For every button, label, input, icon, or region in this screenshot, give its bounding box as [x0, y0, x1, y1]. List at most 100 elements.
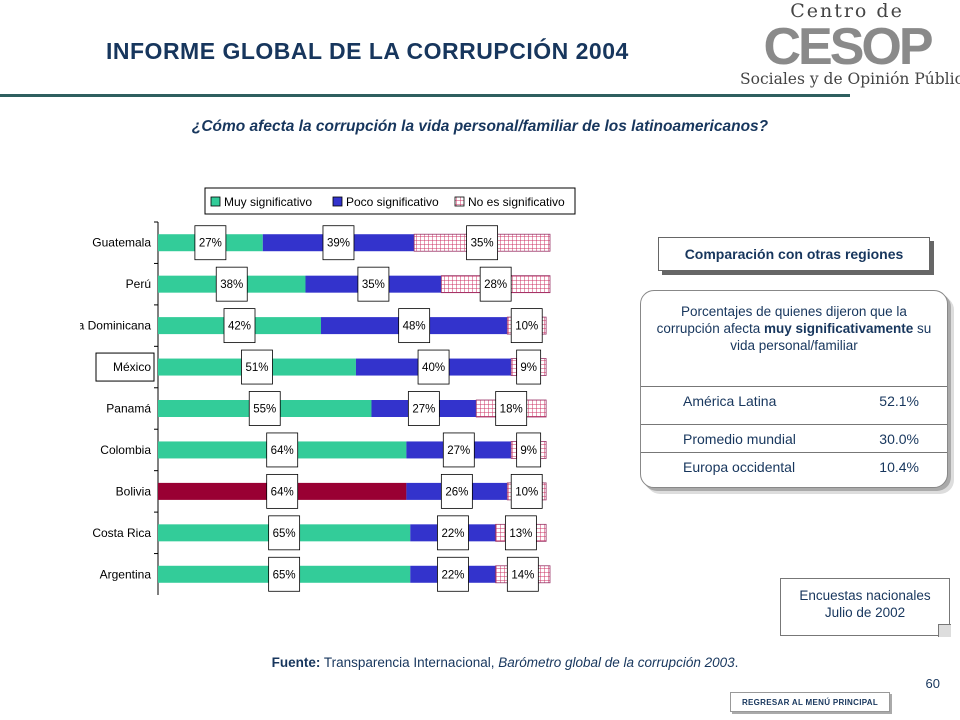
data-label-box [268, 556, 301, 592]
data-label: 64% [271, 445, 294, 457]
category-label: República Dominicana [80, 319, 151, 333]
data-label: 13% [509, 528, 532, 540]
category-label: Perú [126, 277, 151, 291]
data-label: 10% [515, 486, 538, 498]
data-label-box [437, 556, 469, 592]
data-label: 26% [445, 486, 468, 498]
data-label-box [516, 349, 542, 385]
category-label: Panamá [106, 402, 151, 416]
legend-box [204, 187, 576, 215]
data-label-box [215, 266, 248, 302]
data-label-box [417, 349, 450, 385]
category-label: México [113, 360, 151, 374]
data-label-box [266, 432, 299, 468]
legend-label: Muy significativo [224, 195, 312, 209]
data-label: 14% [511, 569, 534, 581]
stacked-bar-chart: Muy significativo Poco significativo No es… [80, 187, 576, 595]
legend-label: Poco significativo [346, 195, 439, 209]
note-fold [938, 624, 951, 637]
desc-text-2: su vida personal/familiar [730, 321, 932, 353]
category-label: Bolivia [116, 484, 152, 498]
data-label-box [495, 391, 528, 426]
data-label: 40% [422, 362, 445, 374]
data-label-box [266, 473, 299, 509]
comparison-row-label: Europa occidental [683, 459, 796, 475]
comparison-card: Porcentajes de quienes dijeron que la co… [640, 290, 948, 488]
data-label-box [223, 308, 256, 344]
legend-swatch [454, 196, 465, 207]
chart-legend: Muy significativo Poco significativo No es… [204, 187, 576, 215]
data-label-box [407, 391, 440, 426]
chart-plot: Guatemala 27% 39% 35% Perú 38% 35% 28% República… [80, 221, 551, 595]
survey-note-line2: Julio de 2002 [824, 605, 906, 620]
data-label-box [268, 515, 301, 551]
data-label: 38% [220, 279, 243, 291]
data-label-box [510, 308, 543, 344]
data-label: 27% [199, 238, 222, 250]
data-label: 27% [447, 445, 470, 457]
data-label: 65% [273, 528, 296, 540]
comparison-row: Promedio mundial 30.0% [641, 424, 947, 453]
data-label: 65% [273, 569, 296, 581]
data-label: 10% [515, 321, 538, 333]
data-label: 9% [520, 445, 537, 457]
source-note: Fuente: Transparencia Internacional, Bar… [0, 655, 960, 670]
data-label: 42% [228, 321, 251, 333]
legend-label: No es significativo [468, 195, 565, 209]
data-label: 18% [500, 404, 523, 416]
data-label-box [516, 432, 542, 468]
data-label-box [510, 473, 543, 509]
comparison-row: Europa occidental 10.4% [641, 452, 947, 481]
data-label-box [241, 349, 273, 385]
data-label: 22% [441, 528, 464, 540]
source-title: Barómetro global de la corrupción 2003 [498, 655, 735, 670]
page-subtitle: ¿Cómo afecta la corrupción la vida perso… [191, 118, 769, 135]
category-label: Costa Rica [92, 526, 151, 540]
data-label: 51% [245, 362, 268, 374]
survey-note: Encuestas nacionales Julio de 2002 [780, 578, 950, 636]
data-label-box [479, 266, 512, 302]
data-label-box [194, 225, 227, 261]
comparison-row-value: 30.0% [879, 431, 919, 447]
data-label: 35% [362, 279, 385, 291]
back-to-menu-button[interactable]: REGRESAR AL MENÚ PRINCIPAL [730, 692, 890, 712]
data-label-box [506, 556, 539, 592]
data-label: 22% [441, 569, 464, 581]
category-highlight-box [95, 352, 155, 382]
desc-text-1: Porcentajes de quienes dijeron que la co… [656, 304, 907, 336]
category-label: Argentina [100, 567, 152, 581]
data-label: 48% [403, 321, 426, 333]
comparison-title: Comparación con otras regiones [658, 237, 930, 271]
data-label-box [442, 432, 475, 468]
category-label: Guatemala [92, 236, 151, 250]
data-label-box [398, 308, 431, 344]
data-label: 27% [412, 404, 435, 416]
comparison-description: Porcentajes de quienes dijeron que la co… [641, 291, 947, 368]
legend-swatch [332, 196, 343, 207]
desc-text-bold: muy significativamente [763, 321, 914, 336]
legend-swatch [210, 196, 221, 207]
data-label-box [440, 473, 473, 509]
source-label: Fuente: [271, 655, 321, 670]
comparison-row-label: América Latina [683, 393, 777, 409]
data-label-box [322, 225, 355, 261]
logo-mark-text: CESOP [763, 20, 931, 70]
survey-note-line1: Encuestas nacionales [799, 588, 931, 603]
comparison-row-value: 52.1% [879, 393, 919, 409]
title-divider [0, 94, 850, 97]
page-title: INFORME GLOBAL DE LA CORRUPCIÓN 2004 [106, 38, 629, 64]
comparison-row-value: 10.4% [879, 459, 919, 475]
data-label: 39% [327, 238, 350, 250]
source-end: . [734, 655, 739, 670]
data-label: 9% [520, 362, 537, 374]
category-label: Colombia [100, 443, 151, 457]
data-label-box [357, 266, 390, 302]
data-label-box [504, 515, 537, 551]
data-label: 28% [484, 279, 507, 291]
data-label: 64% [271, 486, 294, 498]
logo-bottom-text: Sociales y de Opinión Pública [740, 70, 960, 88]
data-label: 55% [253, 404, 276, 416]
source-text: Transparencia Internacional, [320, 655, 499, 670]
data-label-box [248, 391, 281, 426]
data-label-box [437, 515, 469, 551]
